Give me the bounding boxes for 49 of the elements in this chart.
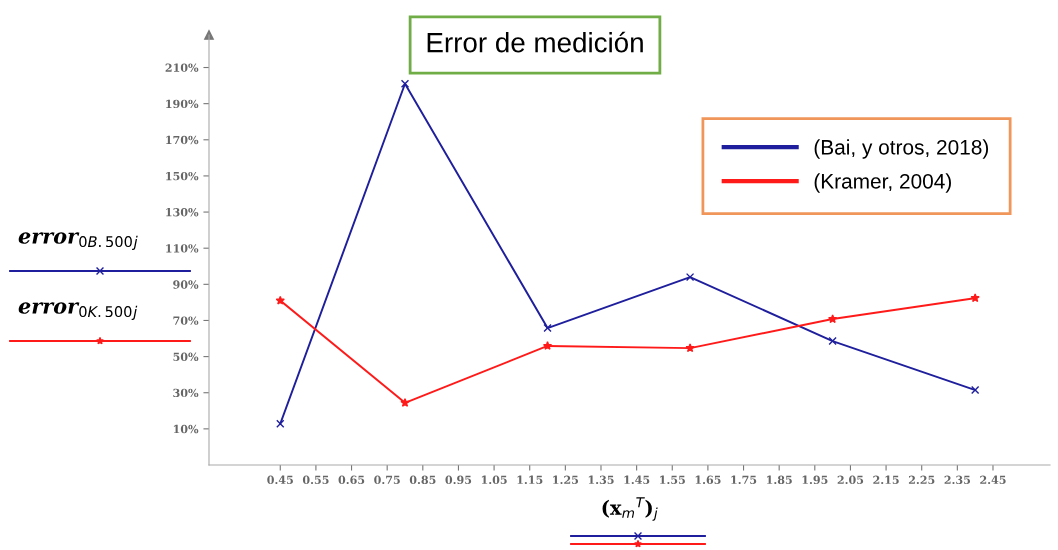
x-axis-title: (x$_{m}$$^{T}$)$_{j}$ — [602, 497, 658, 521]
x-tick-label: 1.25 — [553, 475, 579, 485]
x-tick-label: 1.65 — [695, 475, 721, 485]
legend-label: (Bai, y otros, 2018) — [814, 139, 989, 159]
x-tick-label: 1.85 — [766, 475, 792, 485]
x-tick-label: 2.05 — [837, 475, 864, 485]
y-tick-label: 50% — [173, 352, 199, 361]
y-tick-label: 30% — [173, 388, 199, 398]
point — [685, 272, 695, 282]
y-tick-label: 10% — [173, 424, 199, 434]
x-tick-label: 1.35 — [588, 475, 614, 485]
x-tick-label: 2.35 — [944, 475, 971, 485]
x-tick-label: 1.55 — [660, 475, 685, 485]
y-tick-label: 90% — [173, 280, 199, 289]
point — [970, 385, 980, 395]
x-tick-label: 1.05 — [481, 475, 507, 485]
x-tick-label: 0.95 — [445, 475, 472, 485]
point — [543, 323, 552, 333]
point — [400, 397, 410, 407]
y-tick-label: 130% — [166, 208, 199, 217]
y-tick-label: 70% — [173, 316, 199, 325]
y-tick-label: 190% — [166, 99, 199, 109]
y-tick-label: 210% — [165, 63, 199, 72]
legend-label: (Kramer, 2004) — [814, 173, 951, 193]
x-tick-label: 0.85 — [409, 475, 436, 485]
point — [276, 419, 285, 428]
x-tick-label: 1.95 — [802, 475, 828, 485]
text: error$_{0K.500j}$ — [18, 302, 138, 320]
y-tick-label: 150% — [166, 171, 199, 181]
y-tick-label: 110% — [166, 244, 199, 253]
x-tick-label: 1.15 — [517, 475, 543, 485]
x-tick-label: 0.65 — [338, 475, 365, 485]
x-tick-label: 0.55 — [302, 475, 329, 485]
text: error$_{0B.500j}$ — [18, 232, 138, 250]
x-tick-label: 2.45 — [980, 475, 1006, 485]
x-tick-label: 2.25 — [908, 475, 935, 485]
chart-title: Error de medición — [427, 31, 643, 53]
x-tick-label: 2.15 — [873, 475, 899, 485]
x-tick-label: 0.75 — [374, 475, 400, 485]
point — [828, 336, 837, 346]
y-tick-label: 170% — [166, 135, 199, 145]
point — [970, 293, 980, 303]
x-tick-label: 1.75 — [731, 475, 757, 485]
point — [685, 343, 695, 353]
x-tick-label: 0.45 — [267, 475, 293, 485]
point — [400, 79, 410, 88]
x-tick-label: 1.45 — [624, 475, 650, 485]
point — [827, 314, 838, 324]
point — [275, 295, 285, 305]
